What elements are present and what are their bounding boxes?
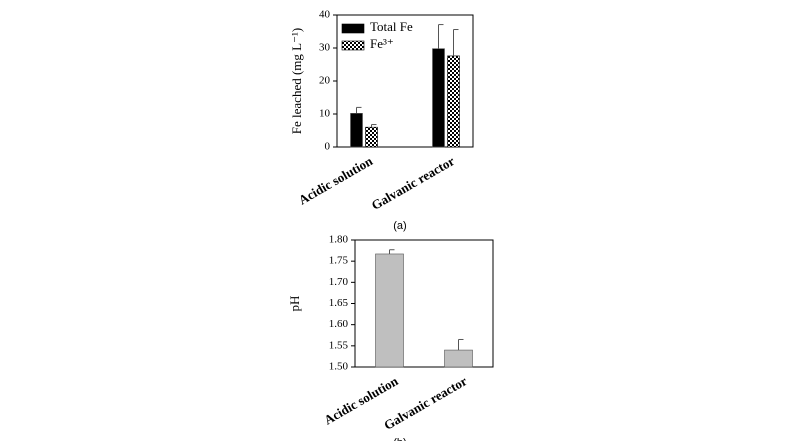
y-tick-label: 0 [325, 141, 331, 153]
y-tick-label: 1.65 [329, 297, 349, 309]
y-tick-label: 30 [319, 42, 331, 54]
bar [350, 113, 363, 148]
legend-label: Total Fe [370, 19, 413, 34]
y-tick-label: 10 [319, 108, 331, 120]
bar [432, 48, 445, 148]
x-tick-label: Acidic solution [296, 153, 376, 208]
bar [365, 126, 378, 148]
y-tick-label: 20 [319, 75, 331, 87]
y-tick-label: 1.70 [329, 276, 349, 288]
legend-swatch [341, 23, 365, 34]
y-axis-label: pH [287, 296, 302, 312]
legend-swatch [341, 40, 365, 51]
legend-label: Fe³⁺ [370, 36, 394, 51]
y-tick-label: 1.50 [329, 361, 349, 373]
y-tick-label: 1.75 [329, 255, 349, 267]
caption: (a) [393, 220, 406, 232]
y-tick-label: 40 [319, 9, 331, 21]
y-tick-label: 1.60 [329, 318, 349, 330]
x-tick-label: Galvanic reactor [369, 153, 457, 213]
caption: (b) [393, 437, 406, 441]
y-tick-label: 1.80 [329, 234, 349, 246]
y-tick-label: 1.55 [329, 339, 349, 351]
bar [447, 55, 460, 148]
y-axis-label: Fe leached (mg L⁻¹) [289, 28, 304, 134]
bar [375, 253, 404, 368]
bar [444, 349, 473, 368]
